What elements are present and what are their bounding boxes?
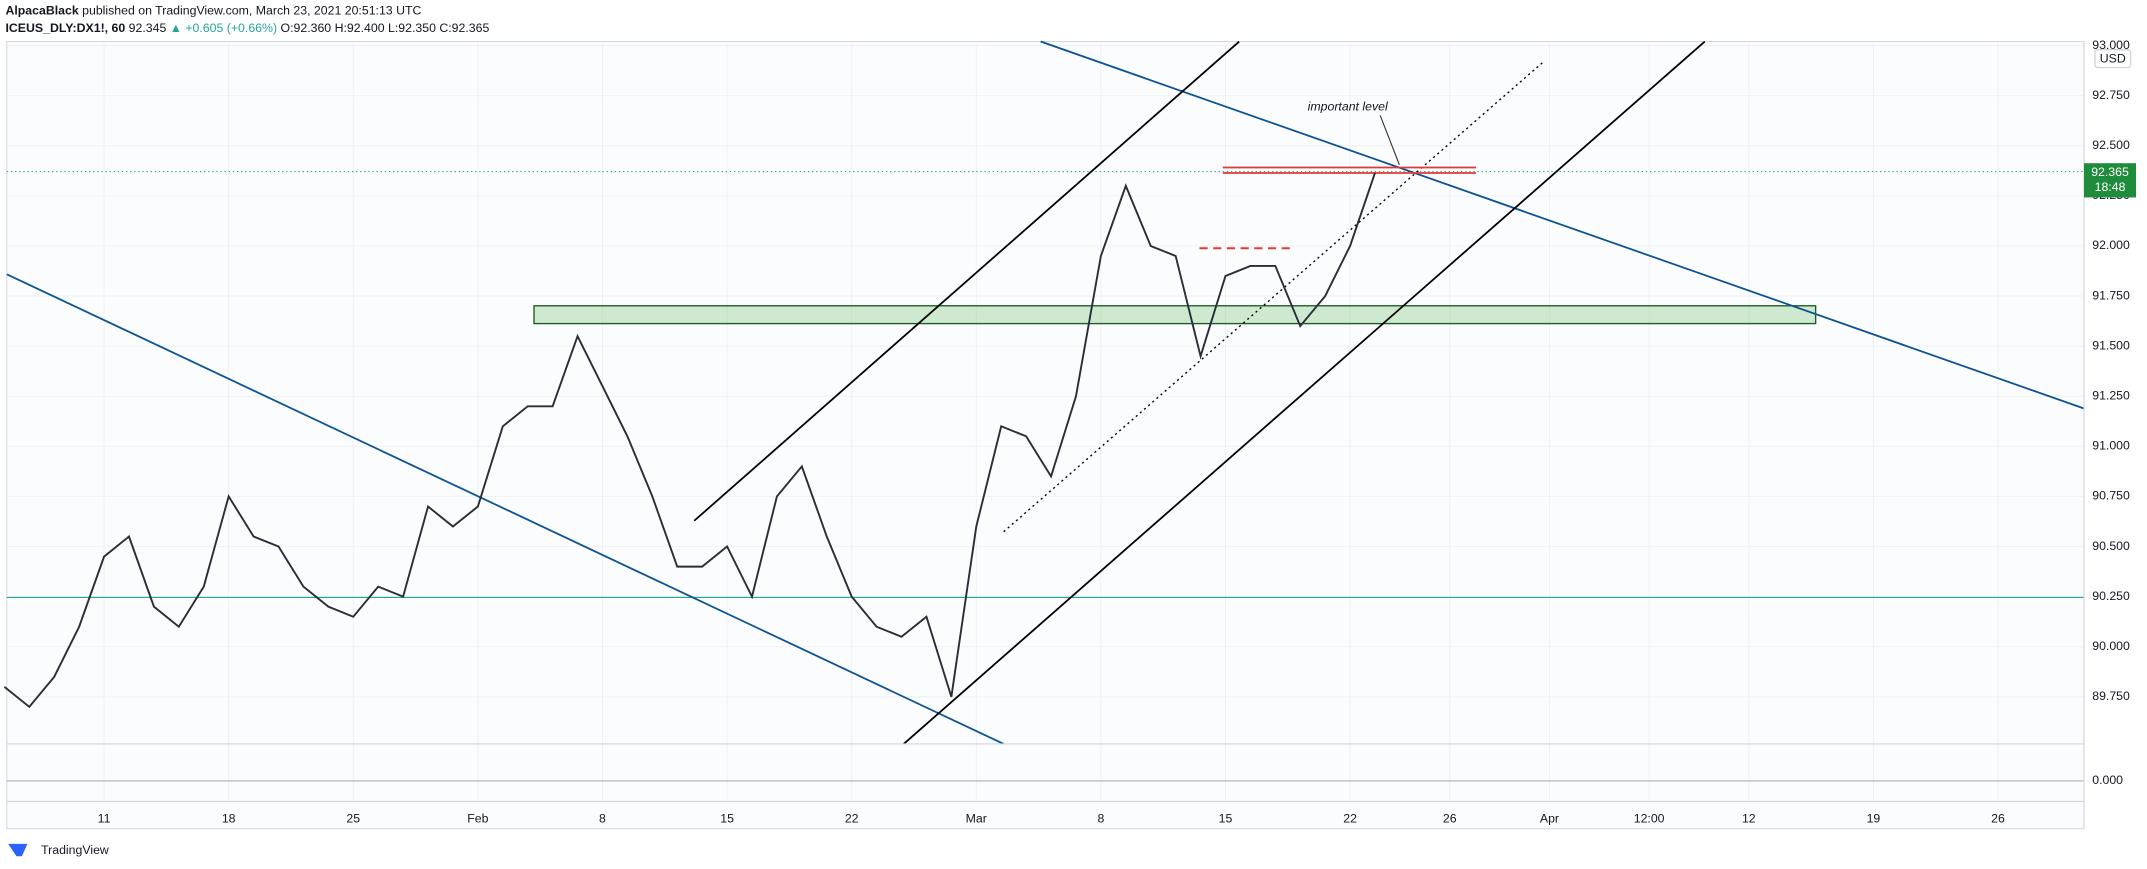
channel-midline <box>1003 61 1544 533</box>
y-tick-label: 90.500 <box>2092 539 2130 553</box>
y-tick-label: 92.500 <box>2092 138 2130 152</box>
x-tick-label: 18 <box>222 812 236 826</box>
last-price-box <box>2084 163 2137 198</box>
x-tick-label: 19 <box>1867 812 1881 826</box>
y-tick-label: 90.750 <box>2092 489 2130 503</box>
annotation: important level <box>1308 99 1389 113</box>
close: C:92.365 <box>439 21 489 35</box>
x-tick-label: 25 <box>346 812 360 826</box>
channel-line <box>903 40 1706 745</box>
header-line: AlpacaBlack published on TradingView.com… <box>5 4 421 18</box>
plot-area <box>6 41 2085 830</box>
trendline <box>1040 40 2085 410</box>
oscillator-tick-label: 0.000 <box>2092 773 2123 787</box>
x-tick-label: Feb <box>467 812 488 826</box>
annotation-pointer <box>1379 115 1400 165</box>
y-tick-label: 93.000 <box>2092 38 2130 52</box>
x-tick-label: 12:00 <box>1634 812 1665 826</box>
currency-box <box>2094 49 2132 69</box>
y-tick-label: 91.750 <box>2092 288 2130 302</box>
low: L:92.350 <box>388 21 436 35</box>
channel-line <box>693 40 1240 522</box>
change: ▲ +0.605 (+0.66%) <box>170 21 277 35</box>
y-tick-label: 90.250 <box>2092 589 2130 603</box>
y-tick-label: 91.500 <box>2092 338 2130 352</box>
y-tick-label: 91.250 <box>2092 388 2130 402</box>
trendline <box>6 273 1005 745</box>
x-tick-label: 15 <box>720 812 734 826</box>
x-tick-label: Apr <box>1540 812 1559 826</box>
currency: USD <box>2100 52 2126 66</box>
x-tick-label: 26 <box>1991 812 2005 826</box>
x-tick-label: Mar <box>966 812 987 826</box>
y-tick-label: 90.000 <box>2092 639 2130 653</box>
publisher: AlpacaBlack <box>5 4 78 18</box>
y-tick-label: 89.750 <box>2092 689 2130 703</box>
open: O:92.360 <box>281 21 332 35</box>
price-line <box>3 172 1376 709</box>
brand-logo <box>8 843 28 857</box>
y-tick-label: 92.000 <box>2092 238 2130 252</box>
x-tick-label: 11 <box>98 812 111 826</box>
x-tick-label: 12 <box>1742 812 1756 826</box>
x-tick-label: 22 <box>1343 812 1357 826</box>
support-zone <box>533 305 1817 325</box>
last-price-label: 92.365 <box>2091 165 2129 179</box>
symbol-line: ICEUS_DLY:DX1!, 60 92.345 ▲ +0.605 (+0.6… <box>5 21 489 35</box>
x-tick-label: 26 <box>1443 812 1457 826</box>
x-tick-label: 8 <box>1097 812 1104 826</box>
y-tick-label: 92.750 <box>2092 88 2130 102</box>
symbol: ICEUS_DLY:DX1!, 60 <box>5 21 125 35</box>
published: published on TradingView.com, March 23, … <box>82 4 421 18</box>
countdown: 18:48 <box>2095 180 2126 194</box>
brand: TradingView <box>41 843 109 857</box>
x-tick-label: 15 <box>1219 812 1233 826</box>
high: H:92.400 <box>335 21 385 35</box>
last: 92.345 <box>129 21 167 35</box>
x-tick-label: 8 <box>599 812 606 826</box>
y-tick-label: 91.000 <box>2092 439 2130 453</box>
x-tick-label: 22 <box>845 812 859 826</box>
